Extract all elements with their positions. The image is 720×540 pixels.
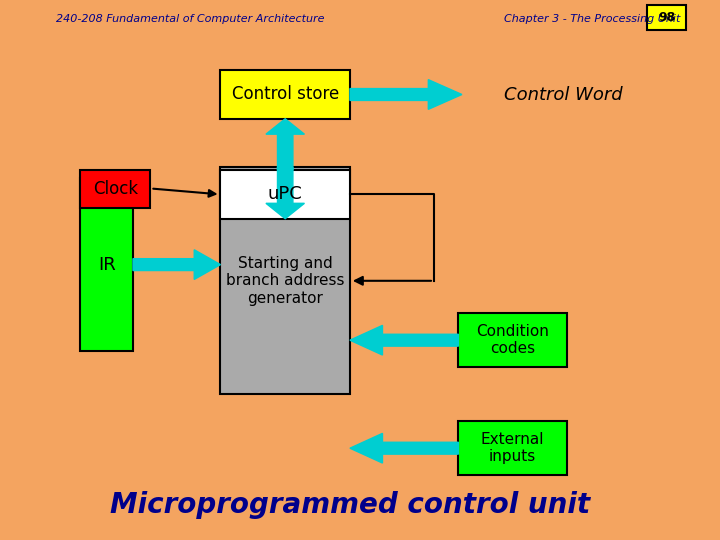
Text: Clock: Clock <box>93 180 138 198</box>
Text: Microprogrammed control unit: Microprogrammed control unit <box>110 491 590 519</box>
Text: Control store: Control store <box>232 85 339 104</box>
Text: Chapter 3 - The Processing Unit: Chapter 3 - The Processing Unit <box>504 14 680 24</box>
Text: 98: 98 <box>658 11 675 24</box>
FancyArrow shape <box>350 325 459 355</box>
FancyArrow shape <box>350 433 459 463</box>
FancyArrow shape <box>133 249 220 280</box>
FancyBboxPatch shape <box>81 178 133 351</box>
FancyBboxPatch shape <box>647 5 686 30</box>
FancyBboxPatch shape <box>220 167 350 394</box>
Text: uPC: uPC <box>268 185 302 204</box>
FancyBboxPatch shape <box>81 170 150 208</box>
Text: IR: IR <box>98 255 116 274</box>
Text: 240-208 Fundamental of Computer Architecture: 240-208 Fundamental of Computer Architec… <box>56 14 325 24</box>
FancyArrow shape <box>266 167 305 219</box>
FancyBboxPatch shape <box>459 421 567 475</box>
Text: External
inputs: External inputs <box>481 432 544 464</box>
FancyArrow shape <box>350 80 462 109</box>
Text: Condition
codes: Condition codes <box>476 324 549 356</box>
FancyBboxPatch shape <box>220 70 350 119</box>
Text: Starting and
branch address
generator: Starting and branch address generator <box>226 256 344 306</box>
FancyArrow shape <box>266 119 305 170</box>
Text: Control Word: Control Word <box>504 85 623 104</box>
FancyBboxPatch shape <box>220 170 350 219</box>
FancyBboxPatch shape <box>459 313 567 367</box>
